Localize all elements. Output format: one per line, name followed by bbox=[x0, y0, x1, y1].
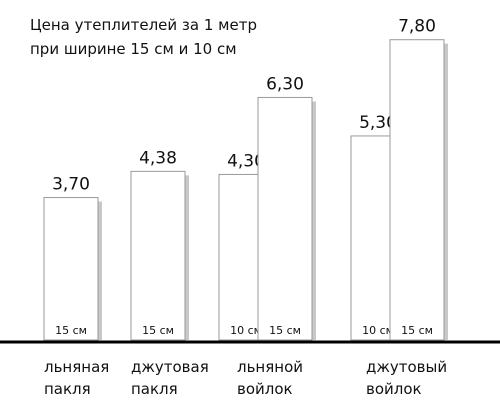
category-label-line: джутовый bbox=[366, 358, 447, 376]
category-label-1: джутовая пакля bbox=[131, 358, 209, 398]
bar-value-label: 4,38 bbox=[139, 148, 177, 168]
category-label-line: пакля bbox=[44, 380, 91, 398]
bar-group-3: 6,30 15 см bbox=[257, 74, 316, 341]
bar-value-label: 4,30 bbox=[227, 151, 265, 171]
category-label-3: джутовый войлок bbox=[366, 358, 447, 398]
category-label-0: льняная пакля bbox=[44, 358, 109, 398]
category-label-line: льняной bbox=[237, 358, 303, 376]
chart-title: Цена утеплителей за 1 метр при ширине 15 … bbox=[30, 16, 257, 58]
bar-value-label: 6,30 bbox=[266, 74, 304, 94]
category-label-line: льняная bbox=[44, 358, 109, 376]
bar bbox=[257, 96, 313, 341]
bar-width-label: 15 см bbox=[142, 324, 174, 337]
bar bbox=[130, 170, 186, 341]
bar-group-1: 4,38 15 см bbox=[130, 148, 189, 341]
category-label-line: пакля bbox=[131, 380, 178, 398]
category-label-line: войлок bbox=[237, 380, 293, 398]
bar-width-label: 15 см bbox=[269, 324, 301, 337]
bar-group-5: 7,80 15 см bbox=[389, 17, 448, 341]
bar-group-0: 3,70 15 см bbox=[43, 175, 102, 341]
bar-value-label: 3,70 bbox=[52, 175, 90, 195]
bar-value-label: 5,30 bbox=[359, 113, 397, 133]
category-labels: льнянаяпакляджутоваяпакляльнянойвойлокдж… bbox=[44, 358, 447, 398]
bar-value-label: 7,80 bbox=[398, 17, 436, 37]
chart-title-line-1: при ширине 15 см и 10 см bbox=[30, 40, 237, 58]
category-label-line: войлок bbox=[366, 380, 422, 398]
bar-width-label: 10 см bbox=[362, 324, 394, 337]
category-label-2: льняной войлок bbox=[237, 358, 303, 398]
category-label-line: джутовая bbox=[131, 358, 209, 376]
bar-width-label: 15 см bbox=[55, 324, 87, 337]
bar bbox=[389, 39, 445, 341]
bars: 3,70 15 см 4,38 15 см 4,30 10 см 6,30 15 см 5,30… bbox=[43, 17, 448, 341]
bar-width-label: 15 см bbox=[401, 324, 433, 337]
bar bbox=[43, 197, 99, 341]
bar-width-label: 10 см bbox=[230, 324, 262, 337]
chart-title-line-0: Цена утеплителей за 1 метр bbox=[30, 16, 257, 34]
